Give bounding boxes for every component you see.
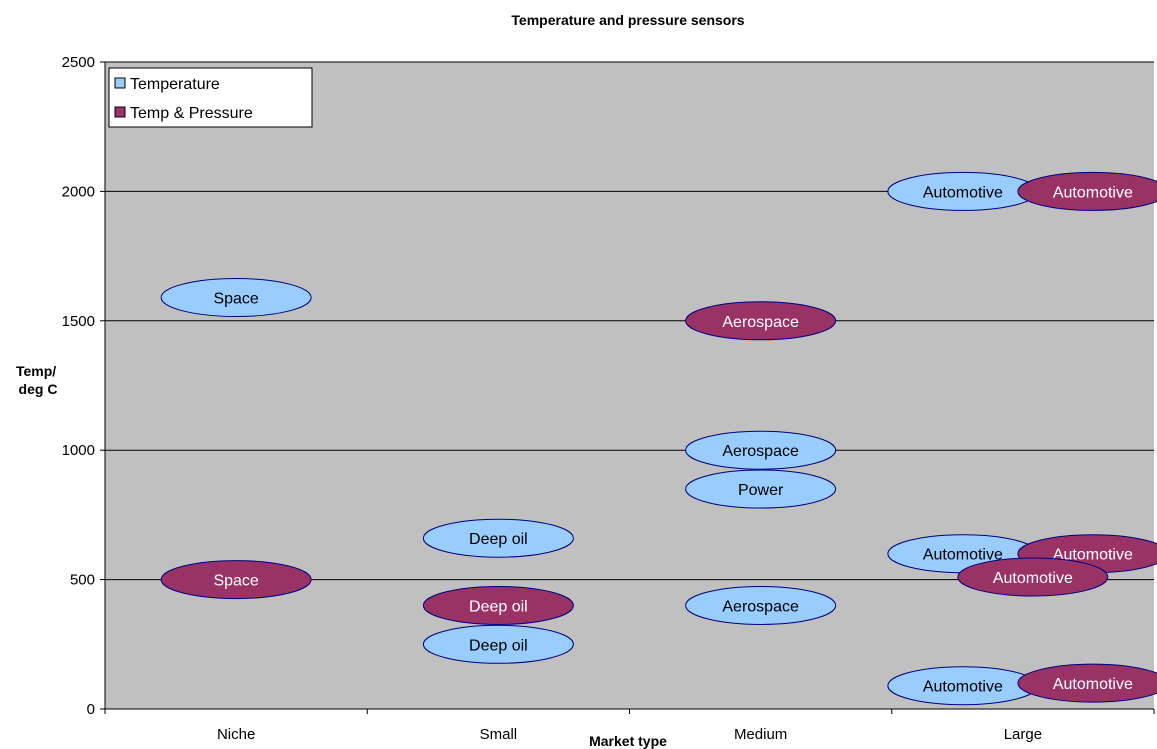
temperature-point-label: Aerospace <box>722 443 799 460</box>
temperature-point-ellipse <box>685 469 837 509</box>
temp-pressure-point-label: Deep oil <box>469 598 528 615</box>
temp-pressure-point: Automotive <box>1017 171 1157 211</box>
temp-pressure-point: Deep oil <box>422 585 574 625</box>
temp-pressure-point-ellipse <box>685 301 837 341</box>
temperature-point: Deep oil <box>422 624 574 664</box>
temp-pressure-point-label: Aerospace <box>722 314 799 331</box>
temp-pressure-point-ellipse <box>957 557 1109 597</box>
temperature-point-label: Deep oil <box>469 531 528 548</box>
temperature-point-ellipse <box>160 278 312 318</box>
temperature-point: Power <box>685 469 837 509</box>
temp-pressure-point-ellipse <box>1017 663 1157 703</box>
legend: Temperature Temp & Pressure <box>108 67 313 128</box>
temperature-point-label: Deep oil <box>469 637 528 654</box>
y-tick-label: 1000 <box>62 442 95 459</box>
temperature-point: Space <box>160 278 312 318</box>
temp-pressure-point-label: Space <box>213 573 258 590</box>
x-tick-label: Large <box>1004 726 1042 743</box>
temp-pressure-point: Space <box>160 560 312 600</box>
x-tick-label: Niche <box>217 726 255 743</box>
temp-pressure-point-label: Automotive <box>1053 547 1133 564</box>
temperature-point: Aerospace <box>685 430 837 470</box>
temperature-point-label: Space <box>213 291 258 308</box>
plot-area <box>105 62 1154 709</box>
temp-pressure-point-ellipse <box>422 585 574 625</box>
y-tick-label: 2500 <box>62 54 95 71</box>
temp-pressure-point: Automotive <box>1017 663 1157 703</box>
temp-pressure-point-label: Automotive <box>1053 184 1133 201</box>
y-tick-label: 1500 <box>62 313 95 330</box>
temperature-point-label: Power <box>738 482 784 499</box>
temperature-point: Aerospace <box>685 585 837 625</box>
legend-label-temperature: Temperature <box>130 76 220 93</box>
temp-pressure-point-ellipse <box>160 560 312 600</box>
data-marks: Space Deep oil Deep oil Aerospace Power Aeros… <box>160 171 1157 706</box>
temp-pressure-point: Aerospace <box>685 301 837 341</box>
y-tick-label: 2000 <box>62 183 95 200</box>
temp-pressure-point-ellipse <box>1017 171 1157 211</box>
y-axis-title-line-1: Temp/ <box>16 363 56 379</box>
temperature-point-ellipse <box>422 624 574 664</box>
temperature-point-ellipse <box>685 430 837 470</box>
temperature-point-label: Automotive <box>923 547 1003 564</box>
temperature-point-label: Aerospace <box>722 598 799 615</box>
x-tick-label: Small <box>480 726 518 743</box>
legend-swatch-temp-pressure <box>114 106 126 118</box>
temperature-point: Deep oil <box>422 518 574 558</box>
axes <box>100 61 1155 714</box>
temp-pressure-point-label: Automotive <box>1053 676 1133 693</box>
tick-labels: 0 500 1000 1500 2000 2500 Niche Small Medium Larg… <box>62 54 1042 743</box>
x-tick-label: Medium <box>734 726 787 743</box>
temperature-point: Automotive <box>887 666 1039 706</box>
y-axis-title: Temp/ deg C <box>16 363 60 397</box>
temperature-point-ellipse <box>685 585 837 625</box>
temp-pressure-point: Automotive <box>957 557 1109 597</box>
temperature-point-ellipse <box>422 518 574 558</box>
temperature-point-label: Automotive <box>923 679 1003 696</box>
temperature-point-label: Automotive <box>923 184 1003 201</box>
temp-pressure-point-label: Automotive <box>993 570 1073 587</box>
chart-title: Temperature and pressure sensors <box>511 12 744 28</box>
y-tick-label: 0 <box>87 701 95 718</box>
legend-swatch-temperature <box>114 77 126 89</box>
y-tick-label: 500 <box>70 572 95 589</box>
legend-label-temp-pressure: Temp & Pressure <box>130 105 253 122</box>
x-axis-title: Market type <box>589 733 667 749</box>
y-axis-title-line-2: deg C <box>19 381 58 397</box>
temperature-point: Automotive <box>887 171 1039 211</box>
legend-box <box>108 67 313 128</box>
